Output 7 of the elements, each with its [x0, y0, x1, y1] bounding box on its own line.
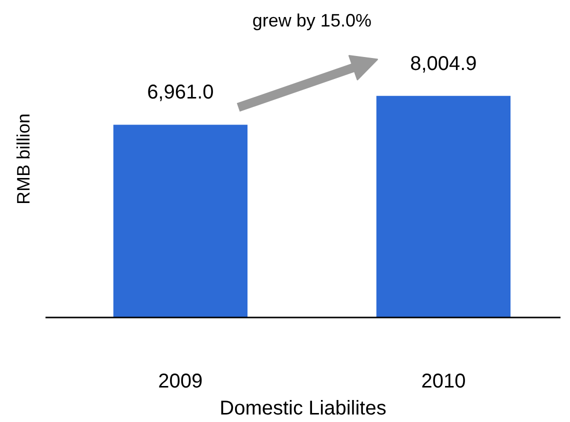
data-label: 8,004.9 — [410, 52, 477, 75]
data-label: 6,961.0 — [147, 82, 214, 104]
x-tick-label: 2009 — [158, 370, 203, 392]
y-axis-title: RMB billion — [14, 113, 34, 205]
x-tick-label: 2010 — [421, 370, 466, 392]
x-axis-title: Domestic Liabilites — [220, 398, 386, 420]
text: grew by 15.0% — [252, 10, 372, 30]
